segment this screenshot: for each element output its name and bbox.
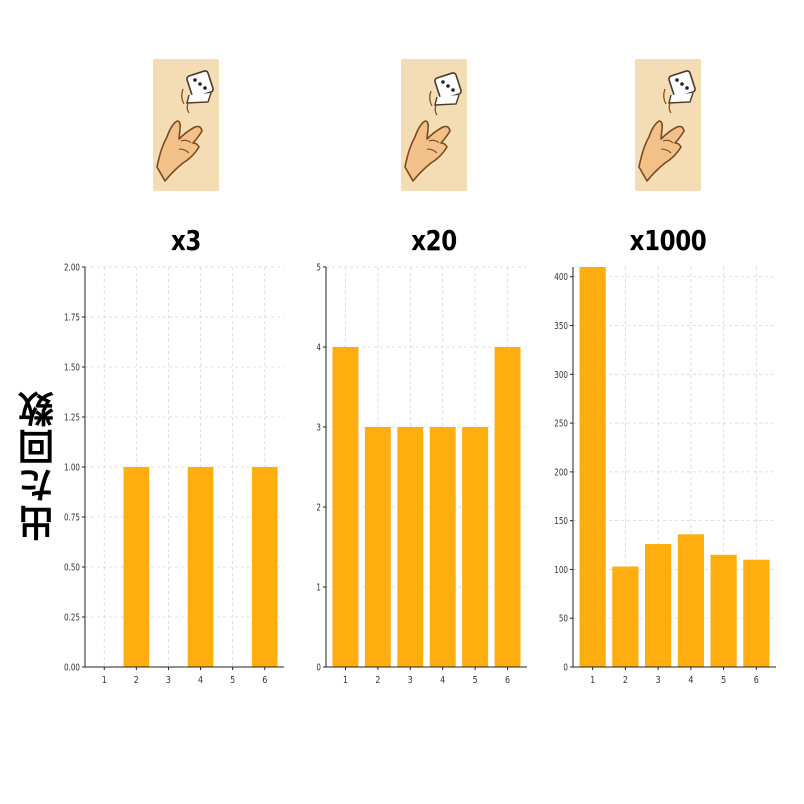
y-tick-label: 0.50 <box>64 562 80 573</box>
y-tick-label: 0.00 <box>64 662 80 673</box>
y-tick-label: 200 <box>554 467 568 478</box>
panel-title-2: x20 <box>411 224 457 257</box>
y-tick-label: 5 <box>316 262 321 273</box>
x-tick-label: 5 <box>721 675 726 686</box>
hand-throwing-dice-icon <box>404 72 462 182</box>
x-tick-label: 5 <box>473 675 478 686</box>
card-3 <box>635 59 701 191</box>
y-tick-label: 1.50 <box>64 362 80 373</box>
y-tick-label: 0 <box>316 662 321 673</box>
bar-4 <box>187 467 214 667</box>
x-tick-label: 2 <box>375 675 380 686</box>
x-tick-label: 6 <box>754 675 759 686</box>
card-2 <box>401 59 467 191</box>
y-tick-label: 1 <box>316 582 321 593</box>
y-tick-label: 3 <box>316 422 321 433</box>
x-tick-label: 4 <box>198 675 203 686</box>
chart-panel-3: 0 50 100 150 200 250 300 350 400 1 2 3 4 5 6 <box>554 267 776 686</box>
y-tick-label: 400 <box>554 272 568 283</box>
y-tick-label: 250 <box>554 419 568 430</box>
y-tick-label: 0.25 <box>64 612 80 623</box>
x-tick-label: 1 <box>343 675 348 686</box>
x-tick-label: 3 <box>656 675 661 686</box>
x-tick-label: 6 <box>505 675 510 686</box>
x-tick-label: 1 <box>102 675 107 686</box>
bar-2 <box>364 427 391 667</box>
x-tick-label: 3 <box>408 675 413 686</box>
panel-title-1: x3 <box>171 224 201 257</box>
y-tick-label: 300 <box>554 370 568 381</box>
bar-6 <box>494 347 521 667</box>
chart-panel-2: 0 1 2 3 4 5 1 2 3 4 5 6 <box>316 262 527 686</box>
y-tick-label: 4 <box>316 342 321 353</box>
hand-throwing-dice-icon <box>638 70 696 182</box>
x-tick-label: 6 <box>262 675 267 686</box>
y-tick-label: 50 <box>559 614 568 625</box>
x-tick-label: 2 <box>134 675 139 686</box>
y-tick-label: 1.00 <box>64 462 80 473</box>
x-tick-label: 5 <box>230 675 235 686</box>
bar-3 <box>645 544 672 667</box>
panel-title-3: x1000 <box>629 224 707 257</box>
bar-2 <box>612 566 639 667</box>
x-tick-label: 2 <box>623 675 628 686</box>
card-1 <box>153 59 219 191</box>
y-tick-label: 150 <box>554 516 568 527</box>
x-tick-label: 4 <box>440 675 445 686</box>
bar-1 <box>579 267 606 667</box>
bar-2 <box>123 467 150 667</box>
chart-panel-1: 0.00 0.25 0.50 0.75 1.00 1.25 1.50 1.75 2.00 1 2 3 4… <box>64 262 284 686</box>
y-tick-label: 350 <box>554 321 568 332</box>
x-tick-label: 4 <box>688 675 693 686</box>
bar-6 <box>251 467 278 667</box>
y-tick-label: 100 <box>554 565 568 576</box>
y-tick-label: 0 <box>563 662 568 673</box>
hand-throwing-dice-icon <box>156 70 214 182</box>
bar-5 <box>462 427 489 667</box>
y-tick-label: 1.25 <box>64 412 80 423</box>
y-tick-label: 2.00 <box>64 262 80 273</box>
y-tick-label: 0.75 <box>64 512 80 523</box>
bar-3 <box>397 427 424 667</box>
bar-6 <box>743 559 770 667</box>
bar-4 <box>429 427 456 667</box>
x-tick-label: 3 <box>166 675 171 686</box>
y-tick-label: 2 <box>316 502 321 513</box>
bar-1 <box>332 347 359 667</box>
x-tick-label: 1 <box>590 675 595 686</box>
bar-5 <box>710 554 737 667</box>
bar-4 <box>677 534 704 667</box>
y-tick-label: 1.75 <box>64 312 80 323</box>
